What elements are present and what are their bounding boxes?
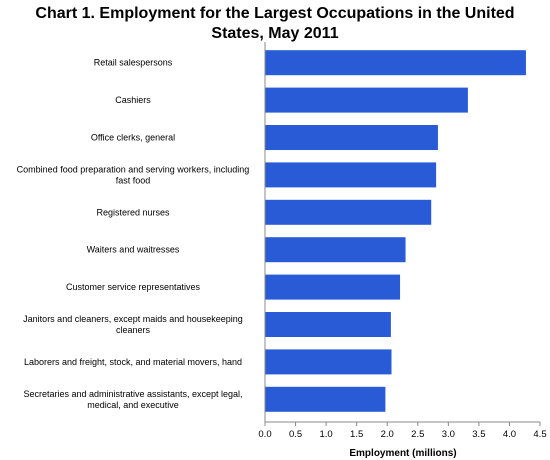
category-label: Laborers and freight, stock, and materia… <box>24 357 242 367</box>
category-label: Retail salespersons <box>94 58 173 68</box>
bar <box>265 162 437 188</box>
x-tick-label: 1.5 <box>350 429 363 440</box>
bar <box>265 125 438 150</box>
category-label: Office clerks, general <box>91 133 175 143</box>
bar <box>265 199 432 225</box>
x-axis: 0.0 0.5 1.0 1.5 2.0 2.5 3.0 3.5 4.0 4.5 <box>258 42 547 440</box>
x-tick-label: 4.0 <box>503 429 516 440</box>
x-tick-label: 3.5 <box>472 429 485 440</box>
bar <box>265 312 391 337</box>
bar <box>265 386 386 412</box>
x-tick-label: 0.5 <box>289 429 302 440</box>
x-axis-title: Employment (millions) <box>349 448 456 459</box>
category-label: Customer service representatives <box>66 282 201 292</box>
category-label: Waiters and waitresses <box>87 245 180 255</box>
x-tick-label: 0.0 <box>258 429 271 440</box>
chart-title: Chart 1. Employment for the Largest Occu… <box>35 5 515 42</box>
bar <box>265 50 526 76</box>
bar <box>265 349 392 375</box>
bar <box>265 237 406 263</box>
x-tick-label: 2.5 <box>411 429 424 440</box>
category-label: Janitors and cleaners, except maids and … <box>23 314 243 335</box>
bars-layer <box>265 50 526 412</box>
category-labels: Retail salespersons Cashiers Office clerks… <box>17 58 250 410</box>
x-tick-label: 4.5 <box>533 429 546 440</box>
x-tick-label: 2.0 <box>381 429 394 440</box>
bar <box>265 274 401 300</box>
bar <box>265 87 468 113</box>
category-label: Combined food preparation and serving wo… <box>17 164 250 185</box>
category-label: Cashiers <box>115 95 151 105</box>
category-label: Registered nurses <box>96 207 170 217</box>
x-tick-label: 1.0 <box>320 429 333 440</box>
x-tick-label: 3.0 <box>442 429 455 440</box>
category-label: Secretaries and administrative assistant… <box>23 389 242 410</box>
